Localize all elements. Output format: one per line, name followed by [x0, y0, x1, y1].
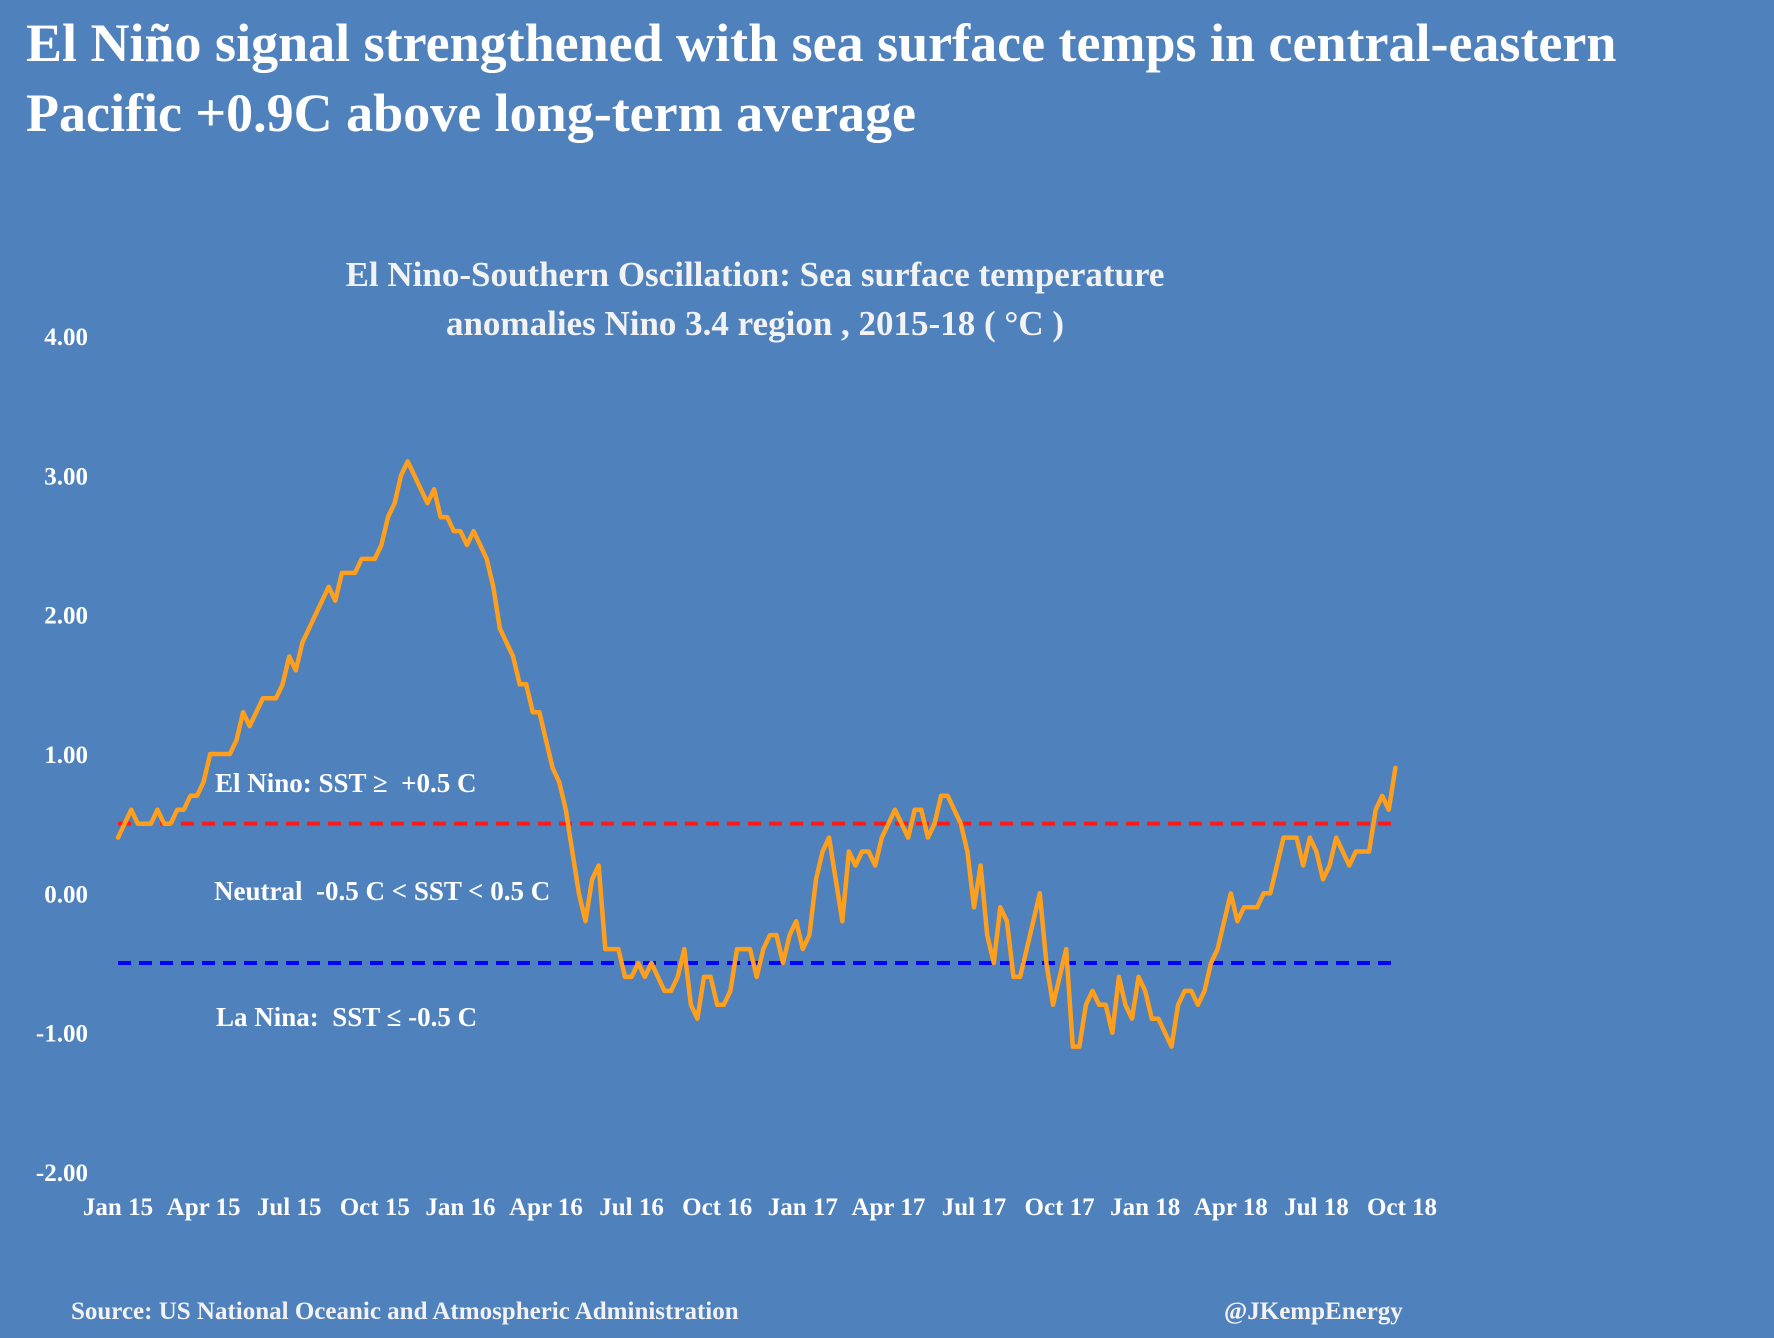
- x-tick-label: Apr 15: [167, 1194, 241, 1221]
- chart-title-line-2: anomalies Nino 3.4 region , 2015-18 ( °C…: [445, 304, 1065, 343]
- annotation-el-nino: El Nino: SST ≥ +0.5 C: [215, 768, 477, 798]
- annotations: El Nino: SST ≥ +0.5 C Neutral -0.5 C < S…: [214, 768, 550, 1032]
- source-note: Source: US National Oceanic and Atmosphe…: [71, 1298, 739, 1325]
- headline-line-1: El Niño signal strengthened with sea sur…: [26, 13, 1617, 73]
- x-tick-label: Jan 17: [768, 1194, 838, 1221]
- x-tick-label: Oct 17: [1025, 1194, 1095, 1221]
- x-tick-label: Jan 18: [1110, 1194, 1180, 1221]
- series-line-group: [115, 459, 1398, 1049]
- y-tick-label: 4.00: [44, 324, 88, 351]
- y-tick-label: -2.00: [36, 1160, 88, 1187]
- x-tick-label: Jul 17: [942, 1194, 1007, 1221]
- x-tick-label: Oct 15: [340, 1194, 410, 1221]
- headline-line-2: Pacific +0.9C above long-term average: [26, 83, 916, 143]
- y-tick-label: 1.00: [44, 742, 88, 769]
- x-tick-label: Apr 17: [851, 1194, 925, 1221]
- x-tick-label: Jul 15: [257, 1194, 322, 1221]
- y-tick-label: 3.00: [44, 463, 88, 490]
- sst-anomaly-series-line: [115, 459, 1398, 1049]
- x-tick-label: Apr 18: [1194, 1194, 1268, 1221]
- annotation-neutral: Neutral -0.5 C < SST < 0.5 C: [214, 876, 550, 906]
- x-tick-label: Jul 18: [1284, 1194, 1349, 1221]
- annotation-la-nina: La Nina: SST ≤ -0.5 C: [216, 1002, 477, 1032]
- chart-title-line-1: El Nino-Southern Oscillation: Sea surfac…: [345, 255, 1165, 294]
- x-tick-label: Jul 16: [599, 1194, 664, 1221]
- y-tick-label: 2.00: [44, 603, 88, 630]
- y-axis: 4.00 3.00 2.00 1.00 0.00 -1.00 -2.00: [36, 324, 88, 1187]
- threshold-lines: [118, 821, 1396, 965]
- enso-line-chart: 4.00 3.00 2.00 1.00 0.00 -1.00 -2.00 Jan 15 Apr…: [36, 324, 1437, 1221]
- x-tick-label: Oct 18: [1367, 1194, 1437, 1221]
- headline: El Niño signal strengthened with sea sur…: [26, 8, 1766, 148]
- x-tick-label: Oct 16: [682, 1194, 752, 1221]
- x-tick-label: Jan 16: [425, 1194, 495, 1221]
- x-tick-label: Jan 15: [83, 1194, 153, 1221]
- x-tick-label: Apr 16: [509, 1194, 583, 1221]
- y-tick-label: -1.00: [36, 1021, 88, 1048]
- author-handle: @JKempEnergy: [1224, 1298, 1403, 1325]
- x-axis: Jan 15 Apr 15 Jul 15 Oct 15 Jan 16 Apr 16 Jul …: [83, 1194, 1437, 1221]
- y-tick-label: 0.00: [44, 881, 88, 908]
